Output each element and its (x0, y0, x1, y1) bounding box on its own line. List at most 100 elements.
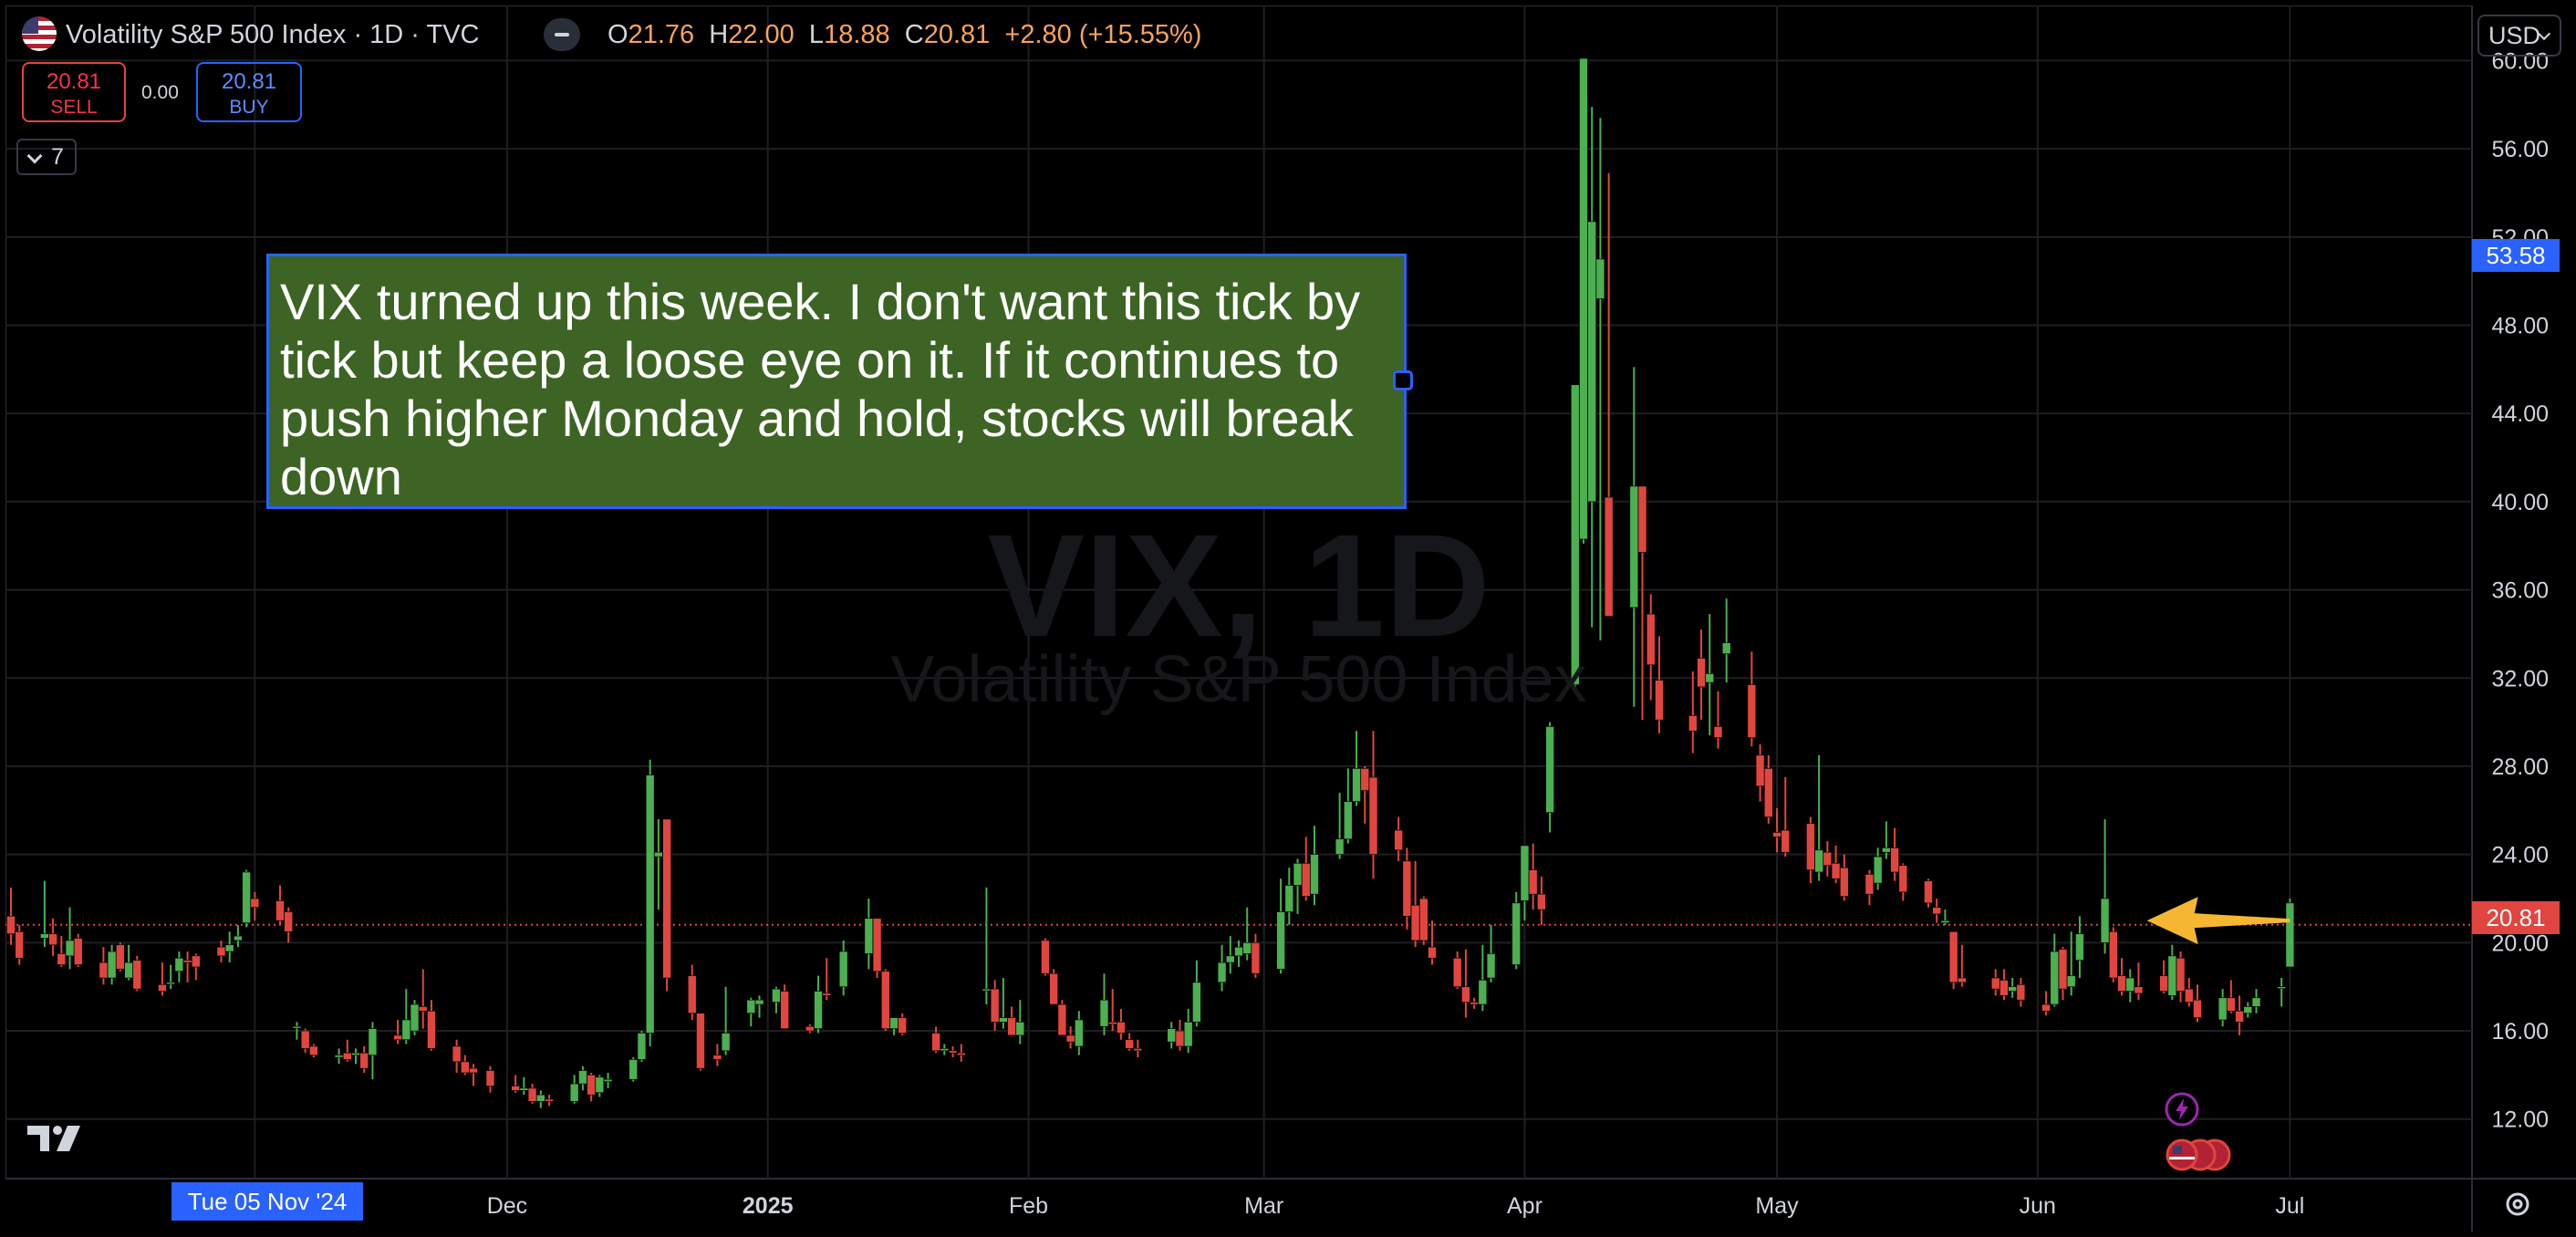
candle (1251, 933, 1261, 979)
candle-body (1461, 986, 1470, 1003)
candle-body (1898, 865, 1908, 893)
candle-body (696, 1013, 705, 1069)
note-resize-handle[interactable] (1393, 370, 1413, 390)
currency-button[interactable]: USD (2477, 15, 2561, 57)
candle-body (1041, 940, 1050, 974)
time-axis[interactable]: Dec 2025 Feb Mar Apr May Jun Jul (487, 1193, 2305, 1219)
high-value: 22.00 (728, 20, 795, 49)
sell-label: SELL (50, 97, 98, 118)
candle (216, 940, 226, 963)
candle (1175, 1019, 1185, 1051)
candle (1301, 837, 1311, 901)
candle (1764, 754, 1773, 824)
settings-icon[interactable] (2501, 1188, 2534, 1221)
candle-body (511, 1086, 520, 1091)
candle (2159, 960, 2168, 993)
candle (1806, 816, 1815, 884)
candle (1478, 944, 1488, 1012)
candle (2227, 980, 2236, 1014)
ohlc-legend: O21.76 H22.00 L18.88 C20.81 +2.80 (+15.5… (608, 20, 1201, 50)
buy-button[interactable]: 20.81 BUY (196, 62, 302, 122)
candle-body (73, 938, 83, 965)
watermark-symbol: VIX, 1D (987, 504, 1491, 667)
candle-body (1948, 930, 1958, 983)
low-label: L (808, 20, 825, 49)
candle-body (359, 1052, 369, 1069)
candle (578, 1065, 587, 1091)
candle-body (754, 999, 764, 1005)
candle-body (931, 1033, 940, 1052)
candle (300, 1028, 310, 1054)
candle-body (2117, 975, 2126, 992)
candle-body (1646, 613, 1656, 666)
price-axis[interactable]: 12.00 16.00 20.00 24.00 28.00 32.00 36.00 40.00… (2491, 48, 2549, 1132)
candle-body (1814, 849, 1823, 873)
candle-body (1402, 860, 1412, 917)
candle-body (2167, 955, 2177, 996)
x-tick-label: Dec (487, 1193, 527, 1219)
candle-body (1747, 684, 1757, 738)
candle (1697, 629, 1706, 721)
candle (2100, 818, 2110, 954)
candle-body (1452, 957, 1462, 987)
candle-body (1428, 946, 1437, 959)
candle (1015, 1000, 1025, 1045)
candle (1107, 989, 1117, 1032)
candle (889, 1017, 898, 1035)
candle-body (65, 940, 75, 957)
candle-body (645, 774, 655, 1034)
candle-body (1520, 845, 1530, 901)
candle (2193, 984, 2202, 1023)
flags-icon[interactable] (2160, 1137, 2237, 1173)
candle (1057, 1000, 1067, 1036)
candle-body (275, 900, 285, 921)
candle-body (2193, 999, 2202, 1018)
candle (1948, 930, 1958, 990)
candle-body (2277, 986, 2286, 989)
symbol-title[interactable]: Volatility S&P 500 Index · 1D · TVC (66, 20, 480, 49)
candle (158, 962, 167, 996)
candle-body (1049, 972, 1058, 1005)
collapse-icon[interactable] (544, 18, 580, 51)
note-annotation[interactable]: VIX turned up this week. I don't want th… (266, 254, 1407, 509)
candle-body (1890, 847, 1899, 873)
candle (2125, 969, 2135, 1003)
candle (948, 1045, 958, 1058)
candle-body (2159, 975, 2168, 992)
candle (1705, 614, 1715, 736)
candle-body (2066, 975, 2076, 987)
candle (999, 978, 1008, 1029)
candle-body (1595, 258, 1605, 299)
x-tick-label: Apr (1507, 1193, 1542, 1219)
candle-body (1713, 726, 1723, 738)
candle-body (1242, 942, 1252, 954)
candle (1117, 1008, 1126, 1040)
y-tick-label: 32.00 (2491, 666, 2549, 691)
change-value: +2.80 (+15.55%) (1004, 20, 1202, 49)
candle (982, 887, 992, 1005)
candle-body (956, 1052, 966, 1055)
candle-body (1167, 1028, 1177, 1043)
candle-body (838, 951, 848, 987)
candle-body (889, 1017, 898, 1029)
candle (1041, 938, 1050, 976)
candle-body (2050, 951, 2060, 1005)
tradingview-logo-icon[interactable] (27, 1122, 88, 1155)
candle-body (654, 851, 663, 858)
candle-body (418, 1006, 428, 1012)
sell-button[interactable]: 20.81 SELL (22, 62, 126, 122)
candle (587, 1072, 596, 1102)
candle (1924, 878, 1933, 908)
candle-body (1721, 642, 1731, 654)
candle (1595, 118, 1605, 641)
candle (1545, 722, 1554, 833)
candle-body (772, 988, 781, 1003)
candle-body (1360, 768, 1370, 791)
candle (880, 969, 890, 1032)
arrow-icon[interactable] (2146, 897, 2290, 945)
candle-body (822, 993, 832, 996)
candle (107, 944, 117, 985)
lightning-icon[interactable] (2164, 1091, 2200, 1128)
candle (1511, 891, 1522, 970)
indicators-toggle[interactable]: 7 (16, 139, 77, 175)
